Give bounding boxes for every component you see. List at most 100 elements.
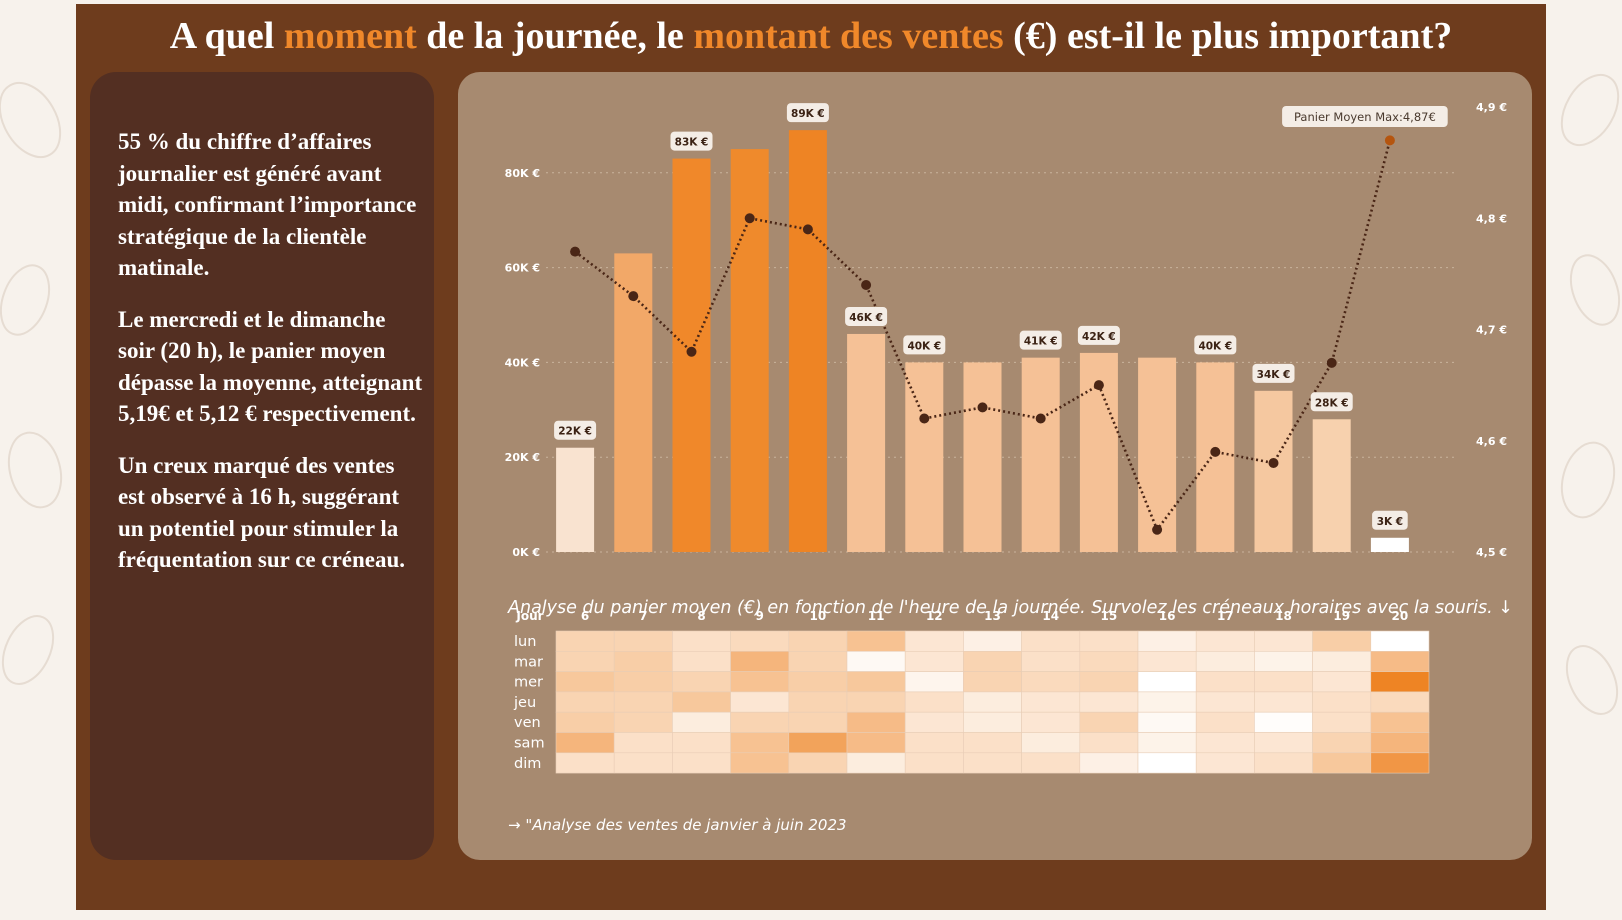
heatmap-cell-mer-11[interactable] bbox=[846, 671, 906, 693]
heatmap-cell-mer-7[interactable] bbox=[613, 671, 673, 693]
heatmap-cell-ven-12[interactable] bbox=[904, 711, 964, 733]
bar-hour-9[interactable] bbox=[730, 149, 769, 552]
basket-point-hour-7[interactable] bbox=[628, 291, 639, 302]
heatmap-cell-lun-14[interactable] bbox=[1021, 630, 1081, 652]
heatmap-cell-dim-19[interactable] bbox=[1312, 752, 1372, 774]
heatmap-cell-ven-15[interactable] bbox=[1079, 711, 1139, 733]
heatmap-cell-lun-12[interactable] bbox=[904, 630, 964, 652]
basket-point-hour-9[interactable] bbox=[744, 213, 755, 224]
heatmap-cell-ven-18[interactable] bbox=[1254, 711, 1313, 733]
bar-hour-11[interactable] bbox=[847, 333, 886, 552]
heatmap-cell-mer-16[interactable] bbox=[1137, 671, 1197, 693]
heatmap-cell-sam-13[interactable] bbox=[963, 732, 1022, 754]
basket-point-hour-8[interactable] bbox=[686, 346, 697, 357]
basket-point-hour-18[interactable] bbox=[1268, 458, 1279, 468]
bar-hour-7[interactable] bbox=[614, 253, 653, 552]
heatmap-cell-jeu-8[interactable] bbox=[672, 691, 731, 713]
sales-combo-chart[interactable]: 22K € 83K € 89K € 46K € 40K € 41K € 42K € 40K €… bbox=[458, 72, 1532, 592]
heatmap-cell-jeu-10[interactable] bbox=[788, 691, 848, 713]
heatmap-cell-ven-16[interactable] bbox=[1137, 711, 1197, 733]
heatmap-cell-lun-19[interactable] bbox=[1312, 630, 1372, 652]
heatmap-cell-ven-7[interactable] bbox=[613, 711, 673, 733]
basket-point-hour-15[interactable] bbox=[1093, 380, 1104, 391]
heatmap-cell-lun-18[interactable] bbox=[1254, 630, 1313, 652]
basket-point-hour-16[interactable] bbox=[1152, 524, 1163, 535]
heatmap-cell-lun-17[interactable] bbox=[1195, 630, 1255, 652]
heatmap-cell-sam-9[interactable] bbox=[730, 732, 790, 754]
basket-point-hour-14[interactable] bbox=[1035, 413, 1046, 424]
heatmap-cell-mer-19[interactable] bbox=[1312, 671, 1372, 693]
heatmap-cell-sam-8[interactable] bbox=[672, 732, 731, 754]
heatmap-cell-lun-10[interactable] bbox=[788, 630, 848, 652]
bar-hour-10[interactable] bbox=[788, 130, 827, 552]
heatmap-cell-jeu-17[interactable] bbox=[1195, 691, 1255, 713]
heatmap-cell-sam-10[interactable] bbox=[788, 732, 848, 754]
heatmap-cell-dim-8[interactable] bbox=[672, 752, 731, 774]
heatmap-cell-jeu-13[interactable] bbox=[963, 691, 1022, 713]
heatmap-cell-jeu-18[interactable] bbox=[1254, 691, 1313, 713]
heatmap-cell-jeu-7[interactable] bbox=[613, 691, 673, 713]
heatmap-cell-lun-6[interactable] bbox=[555, 630, 615, 652]
heatmap-cell-jeu-16[interactable] bbox=[1137, 691, 1197, 713]
heatmap-cell-dim-18[interactable] bbox=[1254, 752, 1313, 774]
heatmap-cell-sam-20[interactable] bbox=[1370, 732, 1430, 754]
heatmap-cell-mer-20[interactable] bbox=[1370, 671, 1430, 693]
heatmap-cell-lun-11[interactable] bbox=[846, 630, 906, 652]
heatmap-cell-mar-16[interactable] bbox=[1137, 650, 1197, 672]
bar-hour-17[interactable] bbox=[1196, 362, 1235, 552]
heatmap-cell-jeu-9[interactable] bbox=[730, 691, 790, 713]
bar-hour-6[interactable] bbox=[556, 447, 595, 552]
heatmap-cell-mer-6[interactable] bbox=[555, 671, 615, 693]
heatmap-cell-lun-15[interactable] bbox=[1079, 630, 1139, 652]
bar-hour-19[interactable] bbox=[1312, 419, 1351, 552]
heatmap-cell-lun-9[interactable] bbox=[730, 630, 790, 652]
basket-point-hour-20[interactable] bbox=[1384, 135, 1395, 146]
heatmap-cell-jeu-15[interactable] bbox=[1079, 691, 1139, 713]
heatmap-cell-sam-14[interactable] bbox=[1021, 732, 1081, 754]
heatmap-cell-sam-7[interactable] bbox=[613, 732, 673, 754]
heatmap-cell-ven-6[interactable] bbox=[555, 711, 615, 733]
heatmap-cell-sam-17[interactable] bbox=[1195, 732, 1255, 754]
basket-point-hour-11[interactable] bbox=[861, 280, 872, 290]
heatmap-cell-sam-15[interactable] bbox=[1079, 732, 1139, 754]
heatmap-cell-mar-7[interactable] bbox=[613, 650, 673, 672]
basket-point-hour-12[interactable] bbox=[919, 413, 930, 424]
bar-hour-13[interactable] bbox=[963, 362, 1002, 552]
heatmap-cell-mer-13[interactable] bbox=[963, 671, 1022, 693]
basket-point-hour-19[interactable] bbox=[1326, 357, 1337, 368]
heatmap-cell-lun-16[interactable] bbox=[1137, 630, 1197, 652]
heatmap-cell-mar-19[interactable] bbox=[1312, 650, 1372, 672]
heatmap-cell-mer-17[interactable] bbox=[1195, 671, 1255, 693]
heatmap-cell-lun-8[interactable] bbox=[672, 630, 731, 652]
heatmap-cell-ven-10[interactable] bbox=[788, 711, 848, 733]
heatmap-cell-ven-20[interactable] bbox=[1370, 711, 1430, 733]
heatmap-cell-dim-17[interactable] bbox=[1195, 752, 1255, 774]
heatmap-cell-mar-17[interactable] bbox=[1195, 650, 1255, 672]
heatmap-cell-mer-10[interactable] bbox=[788, 671, 848, 693]
heatmap-cell-sam-18[interactable] bbox=[1254, 732, 1313, 754]
heatmap-cell-mer-18[interactable] bbox=[1254, 671, 1313, 693]
heatmap-cell-dim-14[interactable] bbox=[1021, 752, 1081, 774]
heatmap-cell-mer-15[interactable] bbox=[1079, 671, 1139, 693]
heatmap-cell-mar-6[interactable] bbox=[555, 650, 615, 672]
heatmap-cell-jeu-14[interactable] bbox=[1021, 691, 1081, 713]
heatmap-cell-mer-8[interactable] bbox=[672, 671, 731, 693]
basket-heatmap[interactable]: Jour 6 7 8 9 10 11 12 13 14 15 16 17 18 19 20 lun mar mer j… bbox=[458, 607, 1532, 787]
heatmap-cell-ven-14[interactable] bbox=[1021, 711, 1081, 733]
heatmap-cell-jeu-12[interactable] bbox=[904, 691, 964, 713]
heatmap-cell-dim-20[interactable] bbox=[1370, 752, 1430, 774]
heatmap-cell-mar-13[interactable] bbox=[963, 650, 1022, 672]
heatmap-cell-sam-6[interactable] bbox=[555, 732, 615, 754]
heatmap-cell-lun-20[interactable] bbox=[1370, 630, 1430, 652]
heatmap-cell-mar-12[interactable] bbox=[904, 650, 964, 672]
heatmap-cell-ven-9[interactable] bbox=[730, 711, 790, 733]
heatmap-cell-dim-10[interactable] bbox=[788, 752, 848, 774]
heatmap-cell-sam-11[interactable] bbox=[846, 732, 906, 754]
bar-hour-20[interactable] bbox=[1370, 537, 1409, 552]
basket-point-hour-10[interactable] bbox=[802, 224, 813, 235]
bar-hour-16[interactable] bbox=[1138, 357, 1177, 552]
heatmap-cell-mar-10[interactable] bbox=[788, 650, 848, 672]
heatmap-cell-dim-11[interactable] bbox=[846, 752, 906, 774]
heatmap-cell-mar-11[interactable] bbox=[846, 650, 906, 672]
basket-point-hour-13[interactable] bbox=[977, 402, 988, 413]
